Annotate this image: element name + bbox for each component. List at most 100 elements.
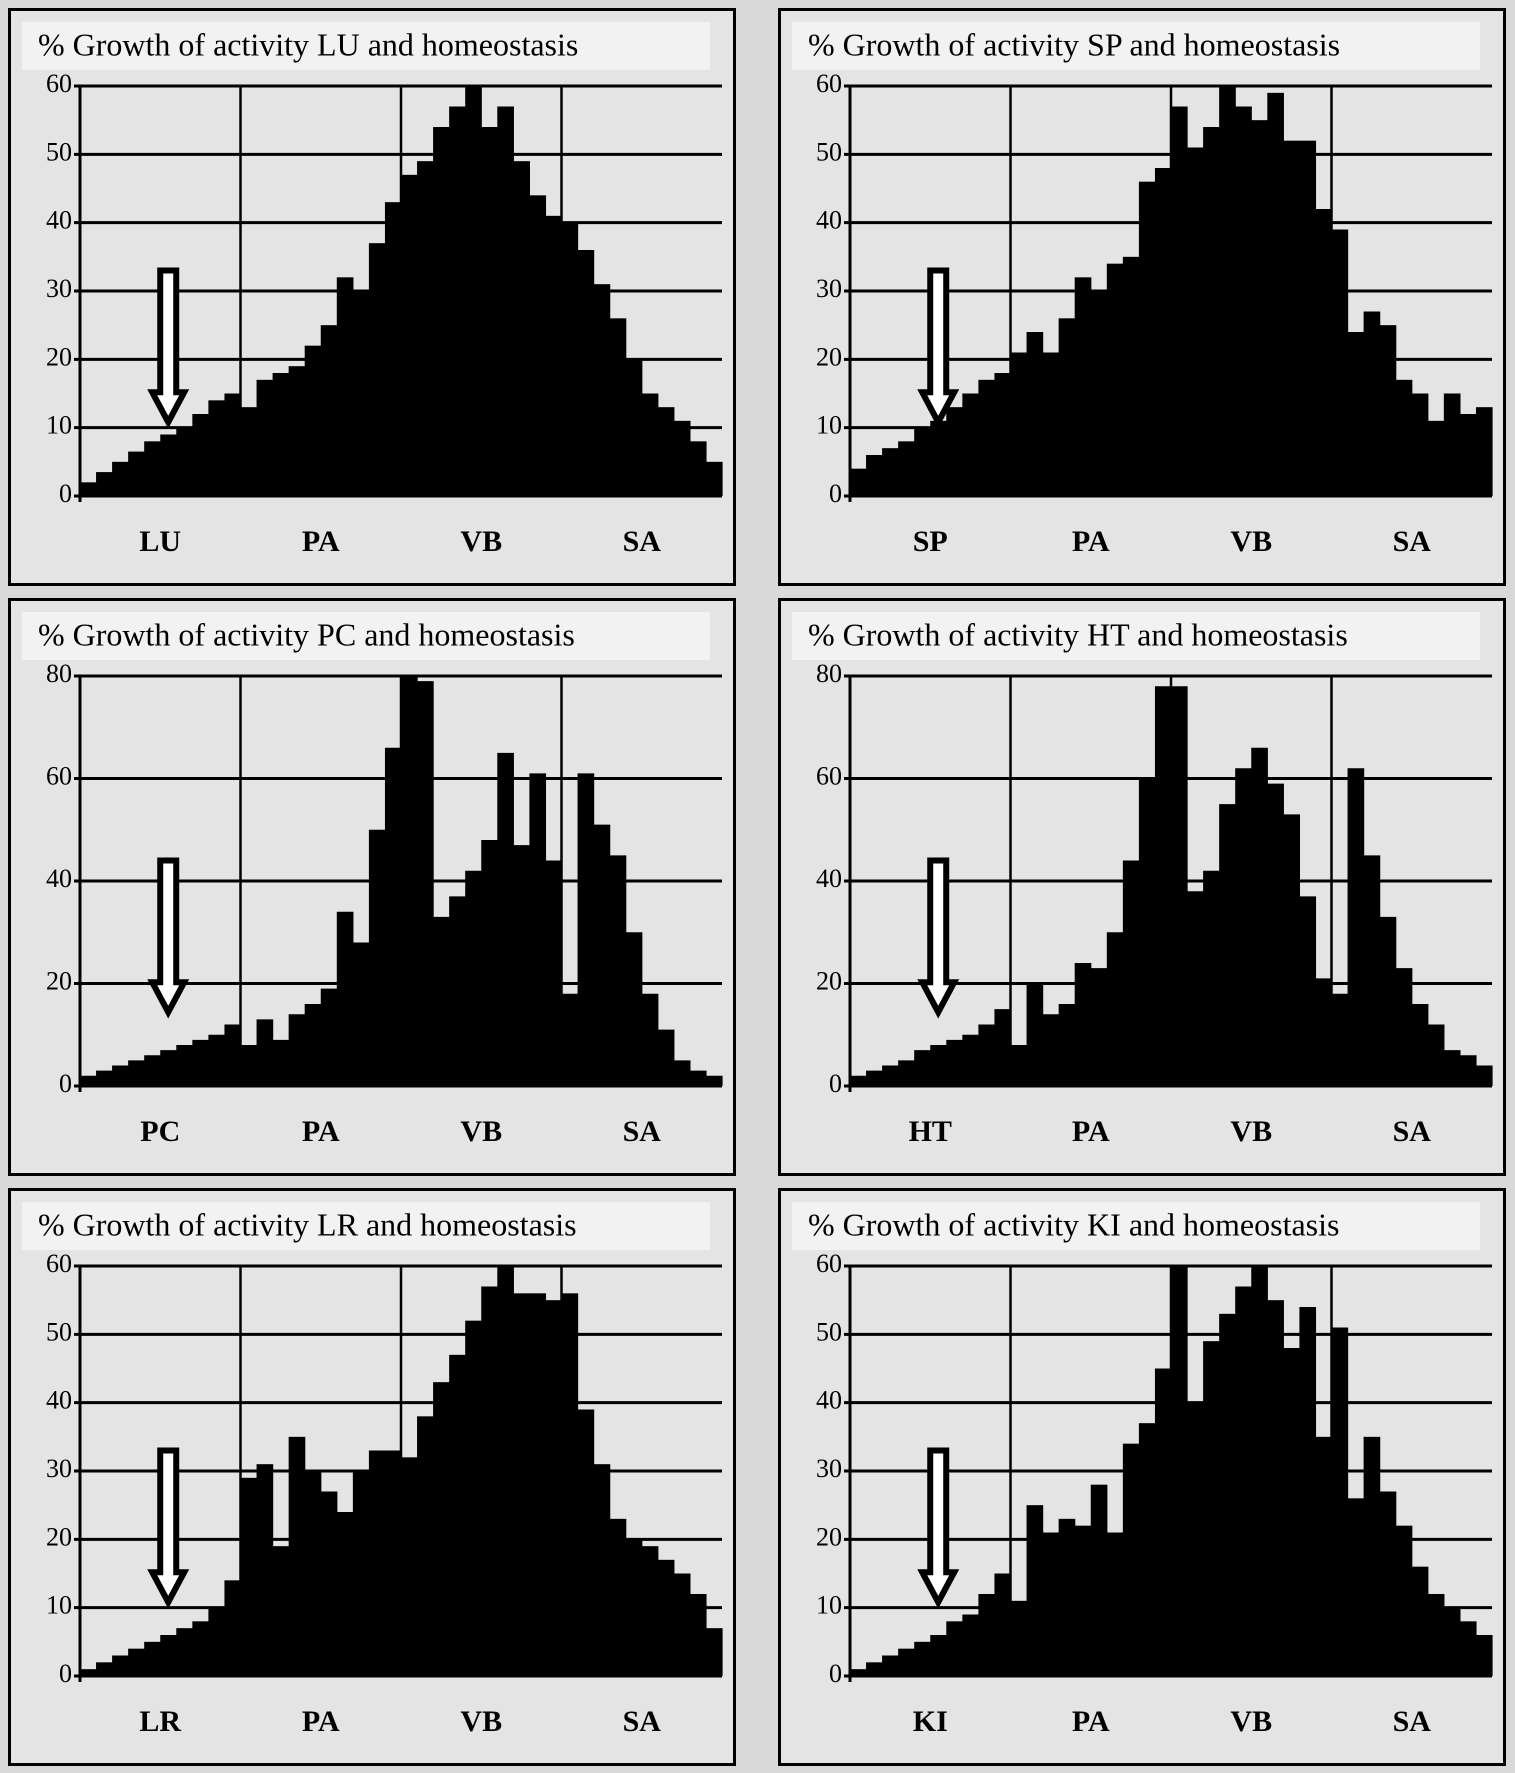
bar [1347, 1498, 1365, 1676]
bar [1058, 318, 1076, 496]
bar [481, 840, 498, 1086]
y-tick-label: 0 [59, 479, 72, 508]
bar [673, 1060, 691, 1086]
bar [1122, 256, 1140, 496]
y-tick-label: 60 [46, 69, 72, 98]
bar [384, 202, 402, 496]
title-box [792, 612, 1480, 660]
bar [401, 174, 418, 497]
bar [561, 1293, 579, 1676]
title-box [22, 22, 710, 70]
bar [208, 1607, 226, 1676]
bar [465, 870, 482, 1086]
arrow [147, 857, 190, 1019]
x-tick-label: KI [913, 1705, 948, 1738]
bar [320, 988, 338, 1086]
bar [609, 318, 627, 496]
y-tick-label: 60 [46, 761, 72, 790]
bar [497, 1266, 514, 1676]
bar [930, 1045, 947, 1086]
bar [866, 1070, 883, 1086]
bar [1283, 814, 1300, 1086]
bar [401, 676, 418, 1086]
bar [320, 1491, 338, 1676]
bar [1443, 393, 1461, 496]
bar [449, 1354, 466, 1676]
bar [224, 1580, 242, 1676]
bar [176, 1045, 193, 1086]
bar [1219, 1313, 1236, 1676]
chart-title: % Growth of activity LR and homeostasis [38, 1206, 577, 1242]
bar [689, 1070, 707, 1086]
bar [577, 773, 595, 1086]
bar [866, 1662, 883, 1676]
y-tick-label: 10 [46, 411, 72, 440]
bar [272, 1546, 290, 1676]
bar [1074, 277, 1092, 496]
bar [288, 366, 306, 496]
bar [657, 1029, 675, 1086]
bar [657, 407, 675, 496]
bar [1379, 916, 1397, 1086]
bar [898, 1648, 915, 1676]
bar [368, 829, 386, 1086]
y-tick-label: 20 [46, 342, 72, 371]
bar [994, 1009, 1012, 1086]
bar [529, 773, 547, 1086]
bar [304, 1004, 322, 1086]
bar [593, 284, 611, 496]
bar [417, 1416, 434, 1676]
bar [930, 420, 947, 496]
bar [1171, 106, 1188, 496]
bar [1411, 1004, 1429, 1086]
bar [336, 1512, 354, 1676]
x-tick-label: PA [1072, 525, 1110, 558]
bar [641, 993, 659, 1086]
bar [1395, 1525, 1413, 1676]
bar [673, 1573, 691, 1676]
bar [1090, 1484, 1108, 1676]
bar [192, 414, 209, 496]
chart-panel: % Growth of activity LR and homeostasis 0… [8, 1188, 736, 1766]
bar [112, 1655, 129, 1676]
y-tick-label: 40 [816, 206, 842, 235]
bar [1427, 1594, 1445, 1676]
bar [1459, 1621, 1477, 1676]
x-tick-label: VB [1230, 1115, 1272, 1148]
bar [946, 1039, 963, 1086]
bar [593, 1464, 611, 1676]
bar [1331, 1327, 1349, 1676]
bar [914, 1641, 931, 1676]
bar [433, 127, 450, 496]
y-tick-label: 40 [46, 206, 72, 235]
bar [352, 1471, 370, 1676]
bar [545, 860, 563, 1086]
bar [978, 1594, 996, 1676]
bar [978, 1024, 996, 1086]
bar [128, 1060, 145, 1086]
bar [1379, 1491, 1397, 1676]
bar [1203, 127, 1220, 496]
x-tick-label: LU [139, 525, 181, 558]
x-tick-label: SA [1393, 1705, 1432, 1738]
bar [1459, 414, 1477, 496]
bar [336, 277, 354, 496]
x-tick-label: SA [623, 1115, 662, 1148]
x-tick-label: VB [460, 525, 502, 558]
bar [80, 1075, 97, 1086]
x-tick-label: VB [1230, 525, 1272, 558]
bar [1138, 1423, 1156, 1676]
chart-title: % Growth of activity LU and homeostasis [38, 26, 578, 62]
y-tick-label: 40 [46, 864, 72, 893]
bar [96, 1662, 113, 1676]
y-tick-label: 0 [829, 1659, 842, 1688]
bar [1090, 291, 1108, 496]
bar [1058, 1004, 1076, 1086]
bar [1443, 1050, 1461, 1086]
chart-panel: % Growth of activity SP and homeostasis 0… [778, 8, 1506, 586]
bar [1315, 978, 1333, 1086]
bar [946, 1621, 963, 1676]
bar [320, 325, 338, 496]
bar [1203, 870, 1220, 1086]
